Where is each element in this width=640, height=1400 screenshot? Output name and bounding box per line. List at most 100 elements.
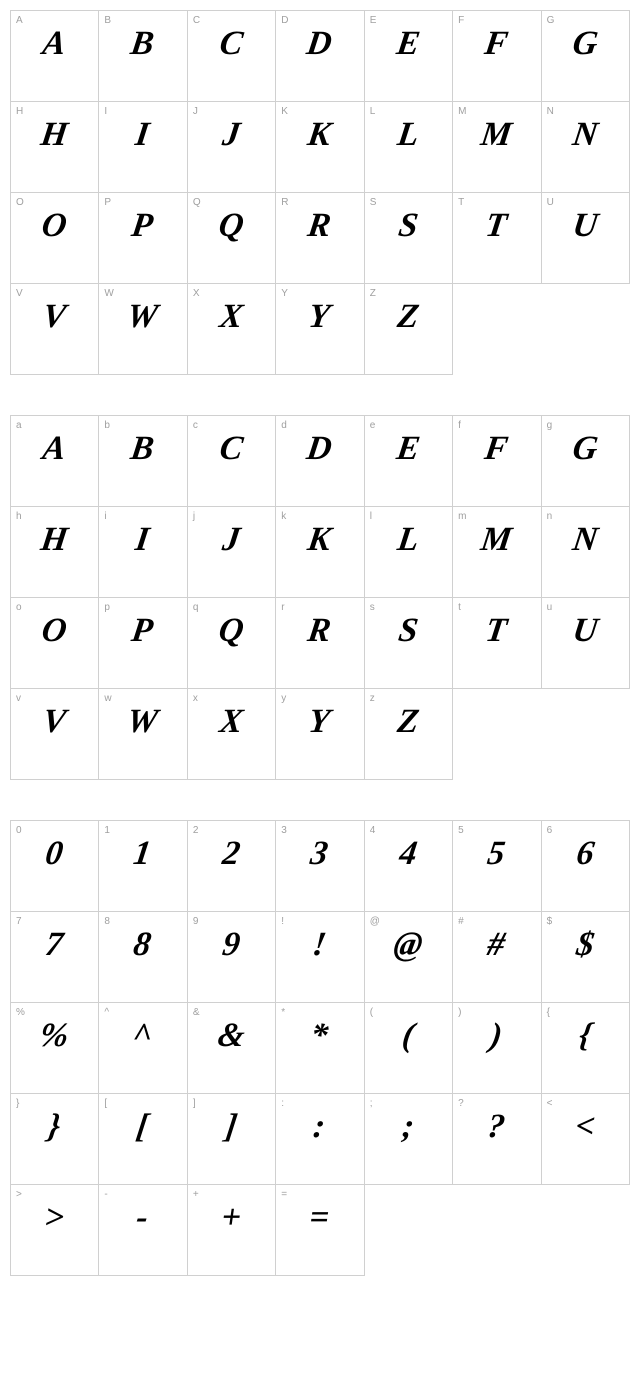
- glyph-cell: FF: [453, 11, 541, 102]
- glyph-cell: lL: [365, 507, 453, 598]
- glyph-cell: AA: [11, 11, 99, 102]
- cell-glyph: C: [185, 25, 278, 63]
- glyph-cell: ^^: [99, 1003, 187, 1094]
- glyph-cell-empty: [542, 1185, 630, 1276]
- cell-glyph: E: [362, 430, 455, 468]
- cell-glyph: J: [185, 116, 278, 154]
- glyph-cell: qQ: [188, 598, 276, 689]
- glyph-cell: vV: [11, 689, 99, 780]
- glyph-cell: GG: [542, 11, 630, 102]
- glyph-cell: CC: [188, 11, 276, 102]
- cell-glyph: H: [8, 116, 101, 154]
- glyph-cell: rR: [276, 598, 364, 689]
- cell-glyph: V: [8, 298, 101, 336]
- glyph-cell: YY: [276, 284, 364, 375]
- glyph-cell: SS: [365, 193, 453, 284]
- glyph-cell: mM: [453, 507, 541, 598]
- cell-glyph: I: [97, 521, 190, 559]
- glyph-cell: OO: [11, 193, 99, 284]
- cell-glyph: G: [539, 25, 632, 63]
- cell-glyph: Q: [185, 207, 278, 245]
- glyph-cell: 33: [276, 821, 364, 912]
- glyph-cell: !!: [276, 912, 364, 1003]
- cell-glyph: #: [450, 926, 543, 964]
- glyph-grid: AABBCCDDEEFFGGHHIIJJKKLLMMNNOOPPQQRRSSTT…: [10, 10, 630, 375]
- cell-glyph: =: [274, 1199, 367, 1237]
- glyph-cell: 88: [99, 912, 187, 1003]
- glyph-cell: nN: [542, 507, 630, 598]
- glyph-cell: ]]: [188, 1094, 276, 1185]
- glyph-grid: 00112233445566778899!!@@##$$%%^^&&**(())…: [10, 820, 630, 1276]
- cell-glyph: +: [185, 1199, 278, 1237]
- cell-glyph: 8: [97, 926, 190, 964]
- cell-glyph: E: [362, 25, 455, 63]
- cell-glyph: P: [97, 207, 190, 245]
- glyph-cell: II: [99, 102, 187, 193]
- cell-glyph: %: [8, 1017, 101, 1055]
- glyph-cell: --: [99, 1185, 187, 1276]
- font-character-map: AABBCCDDEEFFGGHHIIJJKKLLMMNNOOPPQQRRSSTT…: [10, 10, 630, 1276]
- glyph-cell: ((: [365, 1003, 453, 1094]
- cell-glyph: ]: [185, 1108, 278, 1146]
- glyph-cell: aA: [11, 416, 99, 507]
- cell-glyph: U: [539, 612, 632, 650]
- glyph-grid: aAbBcCdDeEfFgGhHiIjJkKlLmMnNoOpPqQrRsStT…: [10, 415, 630, 780]
- cell-glyph: ?: [450, 1108, 543, 1146]
- cell-glyph: {: [539, 1017, 632, 1055]
- glyph-cell-empty: [542, 689, 630, 780]
- cell-glyph: G: [539, 430, 632, 468]
- cell-glyph: Y: [274, 298, 367, 336]
- cell-glyph: 9: [185, 926, 278, 964]
- cell-glyph: S: [362, 612, 455, 650]
- cell-glyph: [: [97, 1108, 190, 1146]
- cell-glyph: N: [539, 521, 632, 559]
- cell-glyph: T: [450, 207, 543, 245]
- glyph-cell: 00: [11, 821, 99, 912]
- glyph-cell: yY: [276, 689, 364, 780]
- cell-glyph: Q: [185, 612, 278, 650]
- glyph-cell: sS: [365, 598, 453, 689]
- glyph-cell: DD: [276, 11, 364, 102]
- cell-glyph: B: [97, 25, 190, 63]
- cell-glyph: K: [274, 521, 367, 559]
- glyph-cell: kK: [276, 507, 364, 598]
- glyph-cell: NN: [542, 102, 630, 193]
- glyph-cell: oO: [11, 598, 99, 689]
- glyph-cell: jJ: [188, 507, 276, 598]
- cell-glyph: F: [450, 430, 543, 468]
- glyph-cell: 44: [365, 821, 453, 912]
- cell-glyph: L: [362, 116, 455, 154]
- cell-glyph: 1: [97, 835, 190, 873]
- glyph-cell-empty: [365, 1185, 453, 1276]
- glyph-cell: ZZ: [365, 284, 453, 375]
- cell-glyph: S: [362, 207, 455, 245]
- cell-glyph: W: [97, 703, 190, 741]
- glyph-cell: &&: [188, 1003, 276, 1094]
- cell-glyph: ): [450, 1017, 543, 1055]
- cell-glyph: ^: [97, 1017, 190, 1055]
- cell-glyph: P: [97, 612, 190, 650]
- glyph-cell: JJ: [188, 102, 276, 193]
- glyph-cell: >>: [11, 1185, 99, 1276]
- glyph-cell: LL: [365, 102, 453, 193]
- glyph-cell: VV: [11, 284, 99, 375]
- cell-glyph: K: [274, 116, 367, 154]
- glyph-cell: tT: [453, 598, 541, 689]
- cell-glyph: V: [8, 703, 101, 741]
- cell-glyph: @: [362, 926, 455, 964]
- cell-glyph: 7: [8, 926, 101, 964]
- glyph-cell: iI: [99, 507, 187, 598]
- cell-glyph: ;: [362, 1108, 455, 1146]
- glyph-cell: ??: [453, 1094, 541, 1185]
- glyph-cell: dD: [276, 416, 364, 507]
- glyph-cell: XX: [188, 284, 276, 375]
- cell-glyph: T: [450, 612, 543, 650]
- cell-glyph: A: [8, 430, 101, 468]
- glyph-cell: bB: [99, 416, 187, 507]
- cell-glyph: D: [274, 430, 367, 468]
- cell-glyph: W: [97, 298, 190, 336]
- glyph-cell: 77: [11, 912, 99, 1003]
- glyph-cell: HH: [11, 102, 99, 193]
- glyph-cell: eE: [365, 416, 453, 507]
- glyph-cell: MM: [453, 102, 541, 193]
